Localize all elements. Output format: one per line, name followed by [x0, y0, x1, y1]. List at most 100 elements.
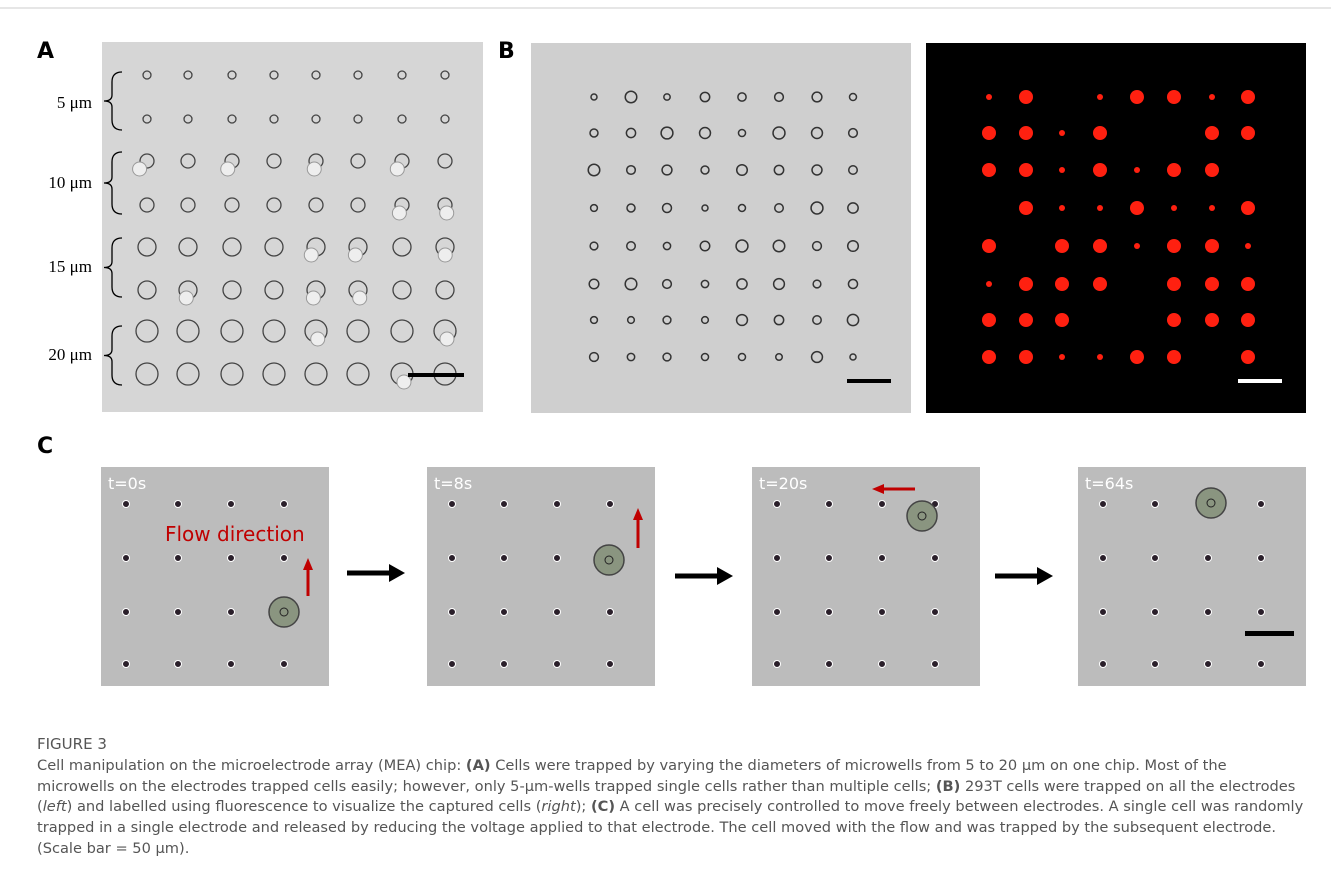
electrode — [123, 501, 130, 508]
fluorescent-cell — [1205, 313, 1219, 327]
fluorescent-cell — [1019, 201, 1033, 215]
electrode — [1258, 661, 1265, 668]
electrode — [449, 555, 456, 562]
size-label: 5 μm — [57, 93, 92, 112]
electrode — [1205, 661, 1212, 668]
cell — [311, 332, 325, 346]
sequence-arrow-head — [717, 567, 733, 585]
electrode — [774, 661, 781, 668]
cell — [179, 291, 193, 305]
fluorescent-cell — [1245, 243, 1251, 249]
electrode — [1152, 609, 1159, 616]
fluorescent-cell — [1059, 130, 1065, 136]
time-label: t=8s — [434, 474, 472, 493]
micrograph — [427, 467, 655, 686]
electrode — [175, 609, 182, 616]
fluorescent-cell — [982, 313, 996, 327]
fluorescent-cell — [1134, 167, 1140, 173]
electrode — [1152, 661, 1159, 668]
cell — [392, 206, 406, 220]
electrode — [449, 661, 456, 668]
fluorescent-cell — [1055, 313, 1069, 327]
fluorescent-cell — [982, 126, 996, 140]
time-label: t=64s — [1085, 474, 1133, 493]
electrode — [501, 661, 508, 668]
caption: FIGURE 3 Cell manipulation on the microel… — [37, 734, 1307, 860]
electrode — [932, 609, 939, 616]
cell — [353, 291, 367, 305]
cell — [440, 206, 454, 220]
fluorescent-cell — [1241, 350, 1255, 364]
caption-text: (C) — [591, 798, 615, 815]
electrode — [228, 555, 235, 562]
fluorescent-cell — [1093, 277, 1107, 291]
images — [101, 42, 1306, 686]
cell — [907, 501, 937, 531]
fluorescent-cell — [1167, 313, 1181, 327]
fluorescent-cell — [1241, 277, 1255, 291]
fluorescent-cell — [1167, 277, 1181, 291]
caption-text: (B) — [936, 778, 960, 795]
cell — [1196, 488, 1226, 518]
fluorescent-cell — [1019, 126, 1033, 140]
fluorescent-cell — [1241, 90, 1255, 104]
fluorescent-cell — [1205, 126, 1219, 140]
electrode — [1205, 555, 1212, 562]
fluorescent-cell — [1019, 163, 1033, 177]
electrode — [774, 501, 781, 508]
cell — [307, 162, 321, 176]
annotation: Flow direction — [165, 522, 305, 546]
fluorescent-cell — [1093, 126, 1107, 140]
electrode — [501, 501, 508, 508]
cell — [440, 332, 454, 346]
figure-title: FIGURE 3 — [37, 734, 1307, 755]
fluorescent-cell — [1130, 201, 1144, 215]
electrode — [554, 555, 561, 562]
fluorescent-cell — [1205, 163, 1219, 177]
fluorescent-cell — [1171, 205, 1177, 211]
fluorescent-cell — [1167, 163, 1181, 177]
fluorescent-cell — [986, 94, 992, 100]
electrode — [228, 501, 235, 508]
cell — [348, 248, 362, 262]
size-label: 10 μm — [48, 173, 92, 192]
scale-bar — [847, 379, 891, 383]
fluorescent-cell — [1209, 205, 1215, 211]
electrode — [123, 661, 130, 668]
caption-text: (A) — [466, 757, 491, 774]
fluorescent-cell — [1059, 354, 1065, 360]
fluorescent-cell — [1205, 277, 1219, 291]
size-label: 20 μm — [48, 345, 92, 364]
electrode — [228, 609, 235, 616]
fluorescent-cell — [1167, 350, 1181, 364]
electrode — [554, 609, 561, 616]
electrode — [1258, 501, 1265, 508]
electrode — [1152, 555, 1159, 562]
sequence-arrow-head — [389, 564, 405, 582]
caption-text: ) and labelled using fluorescence to vis… — [67, 798, 542, 815]
fluorescent-cell — [1059, 167, 1065, 173]
electrode — [554, 501, 561, 508]
electrode — [932, 661, 939, 668]
electrode — [281, 555, 288, 562]
fluorescent-cell — [1019, 313, 1033, 327]
electrode — [932, 555, 939, 562]
fluorescent-cell — [1130, 90, 1144, 104]
electrode — [554, 661, 561, 668]
cell — [306, 291, 320, 305]
fluorescent-cell — [1019, 277, 1033, 291]
caption-text: Cell manipulation on the microelectrode … — [37, 757, 466, 774]
panel-label: A — [37, 39, 54, 64]
caption-text: ); — [576, 798, 591, 815]
fluorescent-cell — [1093, 239, 1107, 253]
electrode — [1258, 555, 1265, 562]
electrode — [607, 661, 614, 668]
electrode — [607, 501, 614, 508]
electrode — [449, 609, 456, 616]
electrode — [501, 609, 508, 616]
scale-bar — [1245, 631, 1294, 636]
electrode — [1100, 609, 1107, 616]
electrode — [879, 555, 886, 562]
cell — [594, 545, 624, 575]
size-label: 15 μm — [48, 257, 92, 276]
